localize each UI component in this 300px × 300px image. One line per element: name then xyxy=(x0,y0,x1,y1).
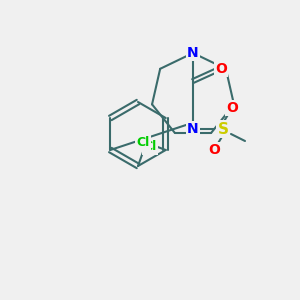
Text: N: N xyxy=(187,46,199,60)
Text: O: O xyxy=(215,62,227,76)
Text: O: O xyxy=(226,101,238,115)
Text: S: S xyxy=(218,122,229,136)
Text: Cl: Cl xyxy=(143,140,157,154)
Text: N: N xyxy=(187,122,199,136)
Text: O: O xyxy=(208,143,220,157)
Text: Cl: Cl xyxy=(136,136,149,148)
